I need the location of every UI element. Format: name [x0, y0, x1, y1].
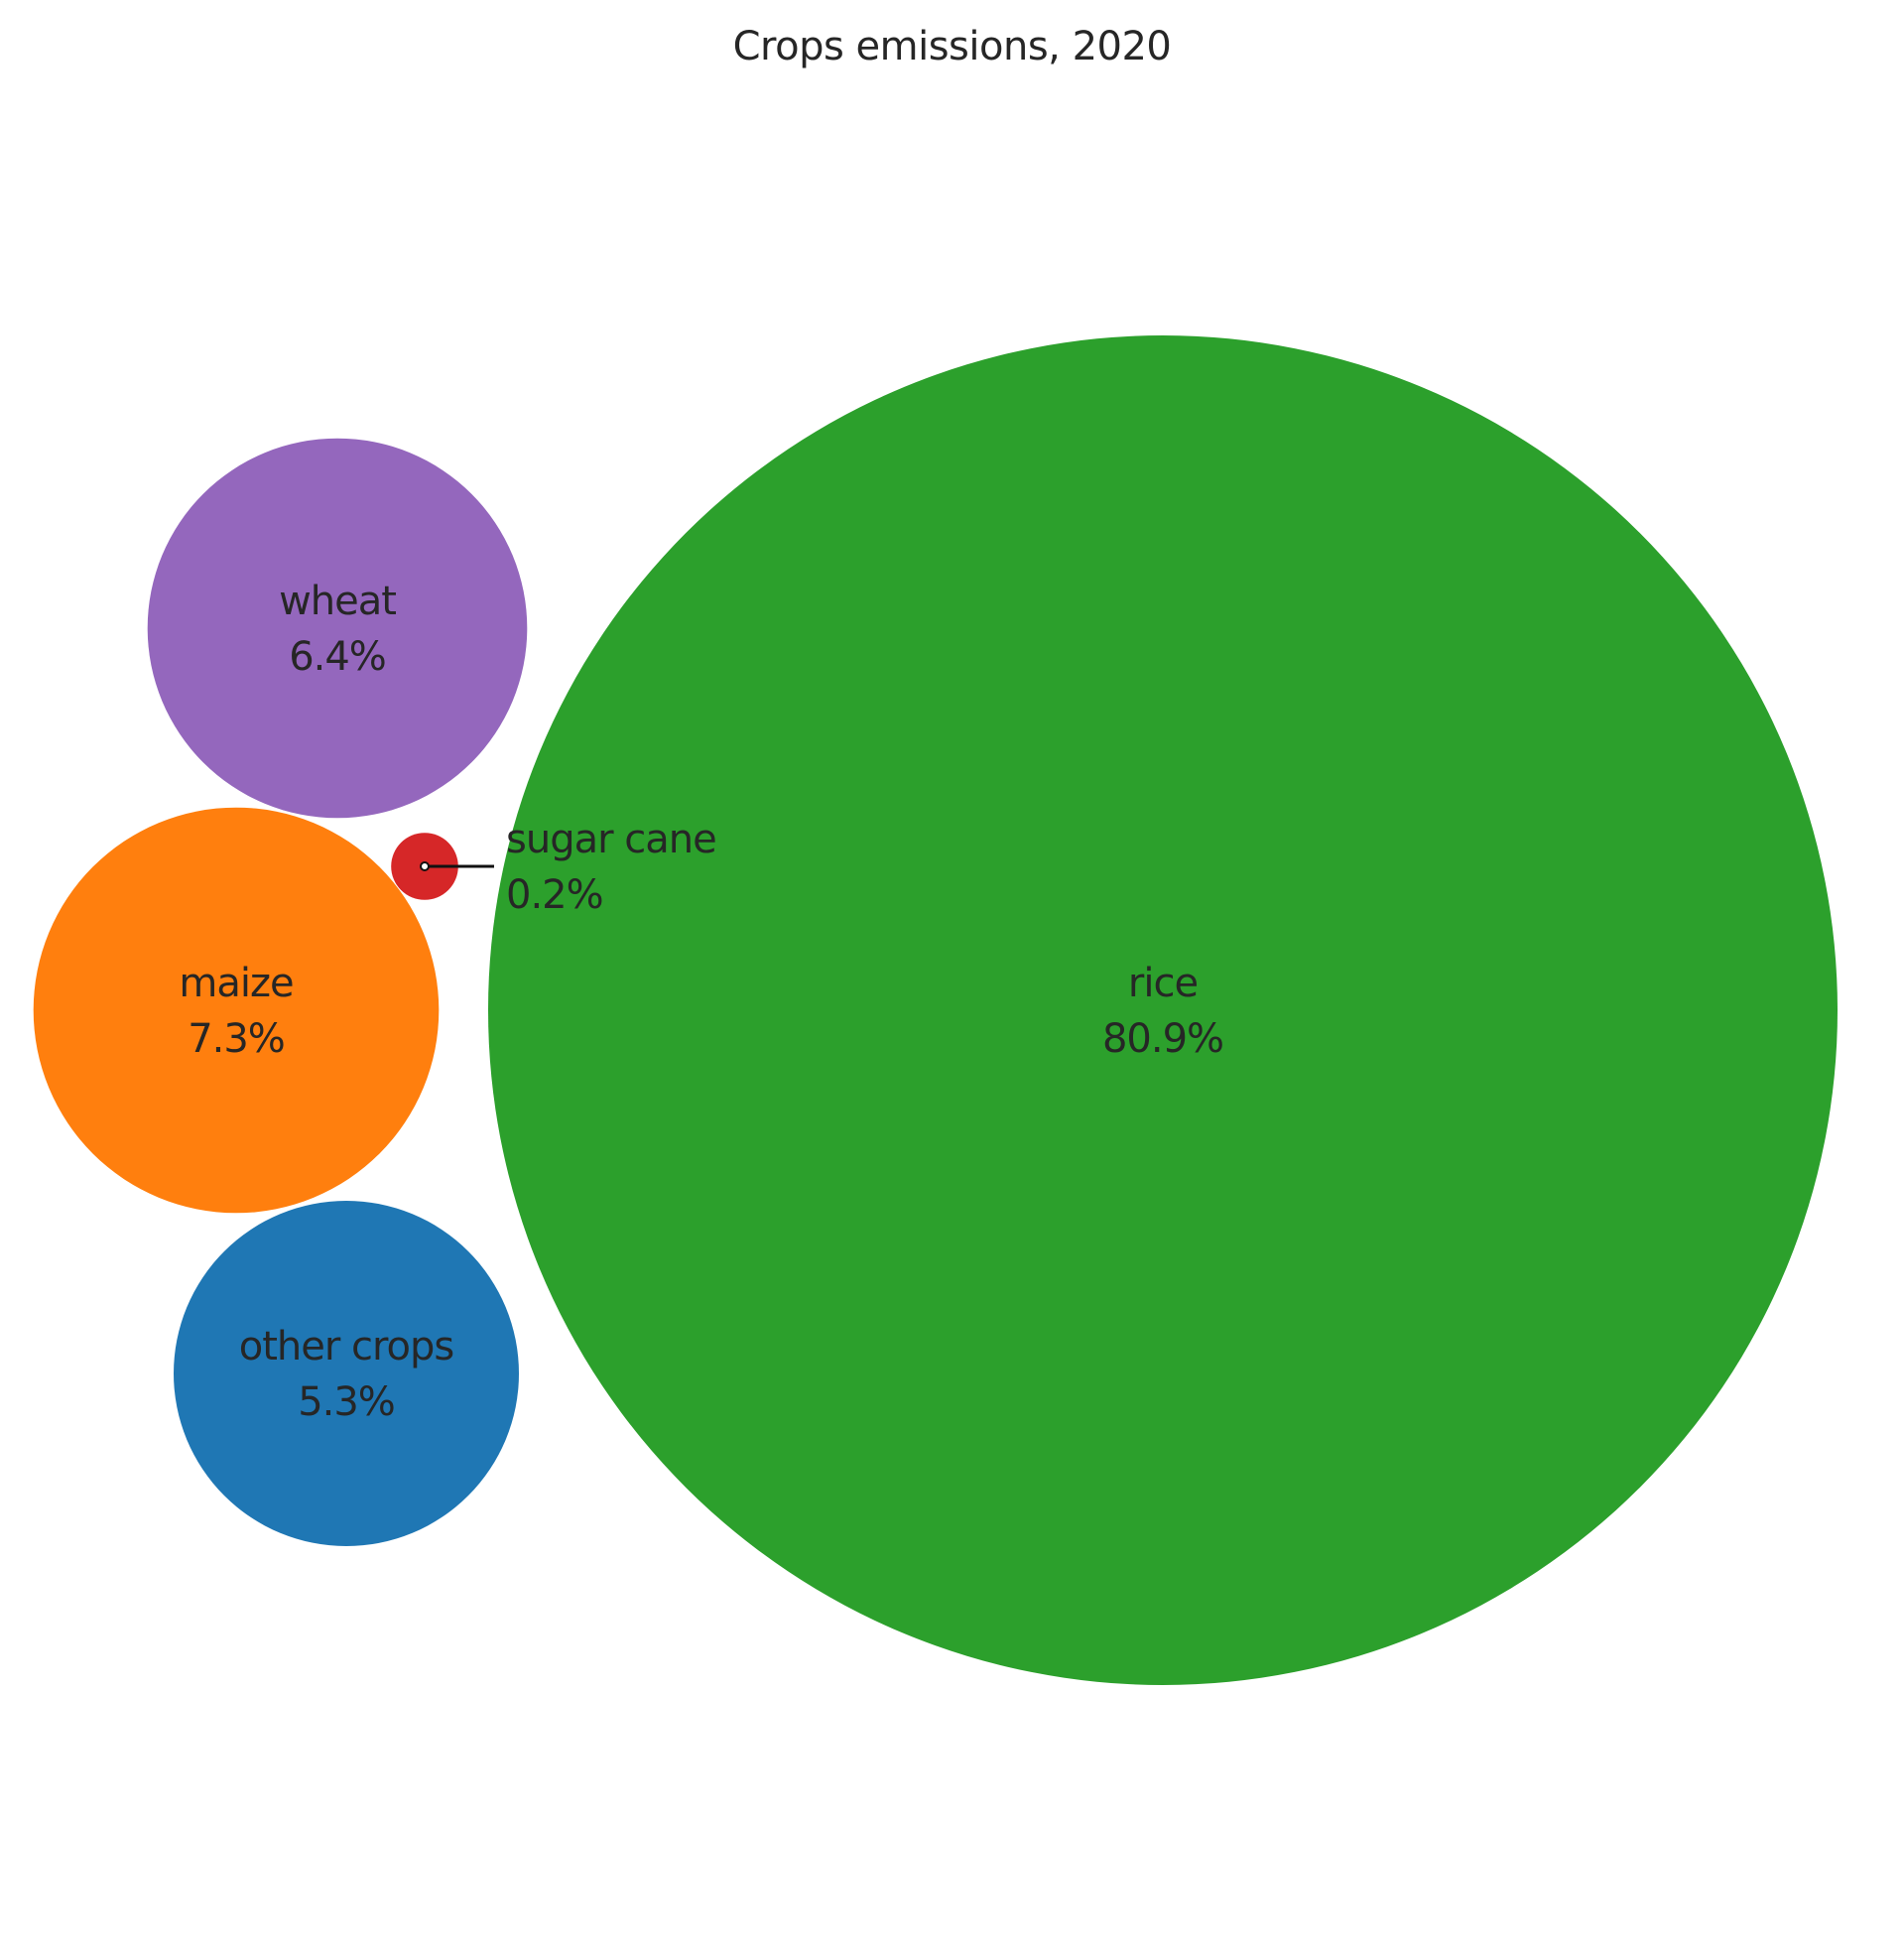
bubble-maize: [33, 807, 440, 1214]
bubble-value-label-wheat: 6.4%: [289, 634, 386, 680]
sugar-cane-leader-dot: [420, 861, 430, 871]
bubble-name-label-sugar-cane: sugar cane: [506, 817, 716, 862]
bubble-name-label-wheat: wheat: [279, 579, 396, 624]
bubble-value-label-sugar-cane: 0.2%: [506, 872, 603, 918]
bubble-wheat: [147, 438, 528, 819]
chart-title: Crops emissions, 2020: [732, 24, 1172, 69]
bubble-name-label-other-crops: other crops: [239, 1324, 454, 1369]
bubble-rice: [488, 335, 1838, 1685]
bubble-name-label-rice: rice: [1128, 961, 1198, 1006]
bubble-other-crops: [174, 1201, 519, 1546]
bubble-value-label-maize: 7.3%: [188, 1016, 285, 1062]
bubble-name-label-maize: maize: [179, 961, 293, 1006]
bubble-value-label-other-crops: 5.3%: [298, 1379, 395, 1425]
bubble-value-label-rice: 80.9%: [1102, 1016, 1223, 1062]
